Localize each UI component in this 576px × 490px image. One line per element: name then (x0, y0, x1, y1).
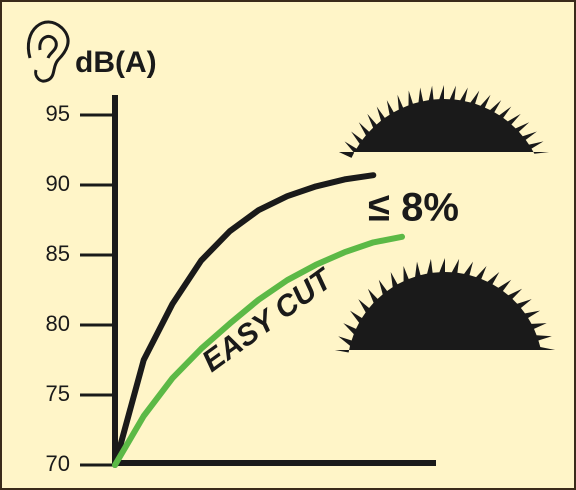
line (112, 233, 405, 468)
y-tick-label: 70 (46, 451, 70, 476)
saw-blade (334, 258, 556, 353)
y-axis-label: dB(A) (75, 46, 157, 79)
saw-blade (338, 85, 550, 158)
annotation: ≤ 8% (368, 186, 459, 230)
y-tick-label: 80 (46, 311, 70, 336)
line (112, 172, 377, 468)
y-tick-label: 85 (46, 241, 70, 266)
y-tick-label: 90 (46, 171, 70, 196)
y-tick-label: 75 (46, 381, 70, 406)
y-tick-label: 95 (46, 101, 70, 126)
ear-icon (26, 20, 70, 83)
